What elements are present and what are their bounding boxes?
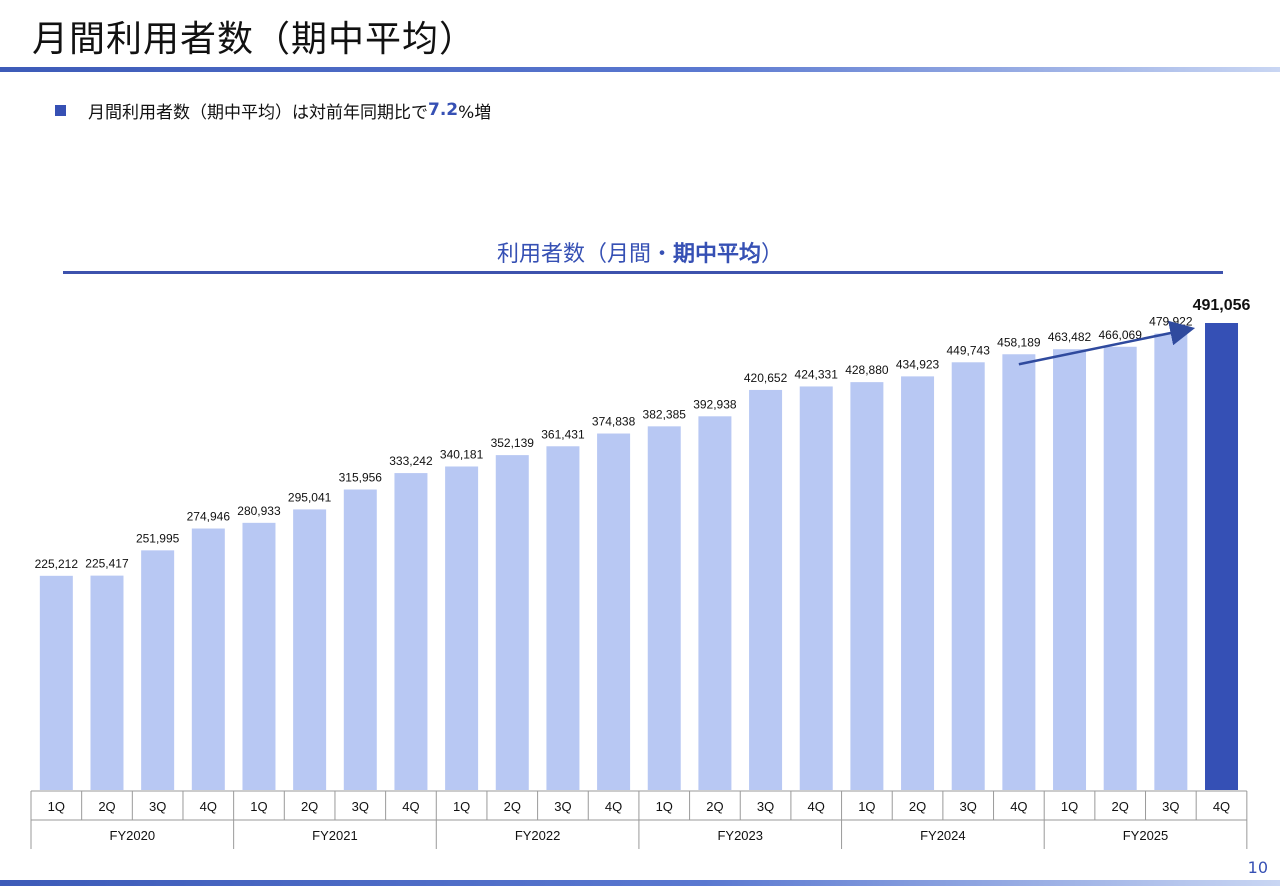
- bar-23: [1154, 333, 1188, 790]
- bar-9: [445, 466, 479, 790]
- bullet-text-prefix: 月間利用者数（期中平均）は対前年同期比で: [88, 102, 428, 123]
- bar-6: [293, 509, 327, 790]
- quarter-label-22: 2Q: [1112, 799, 1129, 814]
- bar-21: [1053, 349, 1087, 790]
- quarter-label-5: 1Q: [250, 799, 267, 814]
- bar-4: [191, 528, 225, 790]
- value-label-16: 424,331: [795, 367, 839, 381]
- bar-19: [951, 362, 985, 790]
- bar-2: [90, 575, 124, 790]
- bullet-square-icon: [55, 104, 66, 116]
- chart-title: 利用者数（月間・期中平均）: [0, 236, 1280, 268]
- quarter-label-17: 1Q: [858, 799, 875, 814]
- chart-title-bold: 期中平均: [672, 242, 761, 267]
- bar-8: [394, 473, 428, 790]
- bar-24: [1205, 323, 1239, 790]
- value-label-23: 479,922: [1149, 315, 1193, 329]
- value-label-3: 251,995: [136, 531, 180, 545]
- quarter-label-23: 3Q: [1162, 799, 1179, 814]
- bar-1: [39, 575, 73, 790]
- quarter-label-4: 4Q: [200, 799, 217, 814]
- quarter-label-14: 2Q: [706, 799, 723, 814]
- value-label-11: 361,431: [541, 427, 585, 441]
- quarter-label-9: 1Q: [453, 799, 470, 814]
- bar-13: [647, 426, 681, 790]
- bar-18: [901, 376, 935, 790]
- value-label-5: 280,933: [237, 504, 281, 518]
- quarter-label-24: 4Q: [1213, 799, 1230, 814]
- quarter-label-6: 2Q: [301, 799, 318, 814]
- quarter-label-12: 4Q: [605, 799, 622, 814]
- value-label-2: 225,417: [85, 557, 129, 571]
- fiscal-year-label-2: FY2021: [312, 828, 358, 843]
- bullet-growth-value: 7.2: [428, 100, 459, 120]
- value-label-8: 333,242: [389, 454, 433, 468]
- bar-15: [749, 389, 783, 790]
- quarter-label-7: 3Q: [352, 799, 369, 814]
- page-title: 月間利用者数（期中平均）: [32, 19, 477, 60]
- value-label-15: 420,652: [744, 371, 788, 385]
- quarter-label-11: 3Q: [554, 799, 571, 814]
- bar-11: [546, 446, 580, 790]
- quarter-label-18: 2Q: [909, 799, 926, 814]
- value-label-7: 315,956: [339, 471, 383, 485]
- fiscal-year-label-5: FY2024: [920, 828, 966, 843]
- value-label-12: 374,838: [592, 415, 636, 429]
- chart-title-end: ）: [761, 242, 784, 267]
- bar-12: [597, 433, 631, 790]
- bar-5: [242, 522, 276, 790]
- quarter-label-16: 4Q: [808, 799, 825, 814]
- quarter-label-15: 3Q: [757, 799, 774, 814]
- quarter-label-19: 3Q: [960, 799, 977, 814]
- fiscal-year-label-4: FY2023: [717, 828, 763, 843]
- bar-16: [799, 386, 833, 790]
- quarter-label-10: 2Q: [504, 799, 521, 814]
- value-label-17: 428,880: [845, 363, 889, 377]
- quarter-label-8: 4Q: [402, 799, 419, 814]
- value-label-18: 434,923: [896, 357, 940, 371]
- bar-10: [495, 455, 529, 790]
- page-number: 10: [1247, 858, 1268, 877]
- quarter-label-1: 1Q: [48, 799, 65, 814]
- chart-title-underline: [63, 271, 1223, 274]
- bar-3: [141, 550, 175, 790]
- value-label-13: 382,385: [643, 407, 687, 421]
- bar-14: [698, 416, 732, 790]
- title-divider: [0, 67, 1280, 72]
- quarter-label-20: 4Q: [1010, 799, 1027, 814]
- summary-bullet: 月間利用者数（期中平均）は対前年同期比で 7.2 %増: [55, 98, 492, 123]
- value-label-21: 463,482: [1048, 330, 1092, 344]
- chart-title-main: 利用者数（月間・: [496, 242, 673, 267]
- value-label-24: 491,056: [1193, 297, 1251, 314]
- quarter-label-3: 3Q: [149, 799, 166, 814]
- value-label-20: 458,189: [997, 335, 1041, 349]
- value-label-22: 466,069: [1098, 328, 1142, 342]
- fiscal-year-label-1: FY2020: [110, 828, 156, 843]
- value-label-4: 274,946: [187, 510, 231, 524]
- fiscal-year-label-3: FY2022: [515, 828, 561, 843]
- value-label-6: 295,041: [288, 490, 332, 504]
- value-label-19: 449,743: [947, 343, 991, 357]
- bar-22: [1103, 346, 1137, 790]
- bullet-text-suffix: %増: [458, 102, 492, 123]
- footer-divider: [0, 880, 1280, 886]
- bar-17: [850, 382, 884, 790]
- quarter-label-13: 1Q: [656, 799, 673, 814]
- trend-arrow: [1018, 320, 1196, 366]
- bar-7: [343, 489, 377, 790]
- bar-20: [1002, 354, 1036, 790]
- value-label-10: 352,139: [491, 436, 535, 450]
- value-label-1: 225,212: [35, 557, 79, 571]
- fiscal-year-label-6: FY2025: [1123, 828, 1169, 843]
- quarter-label-21: 1Q: [1061, 799, 1078, 814]
- value-label-14: 392,938: [693, 397, 737, 411]
- value-label-9: 340,181: [440, 447, 484, 461]
- quarter-label-2: 2Q: [98, 799, 115, 814]
